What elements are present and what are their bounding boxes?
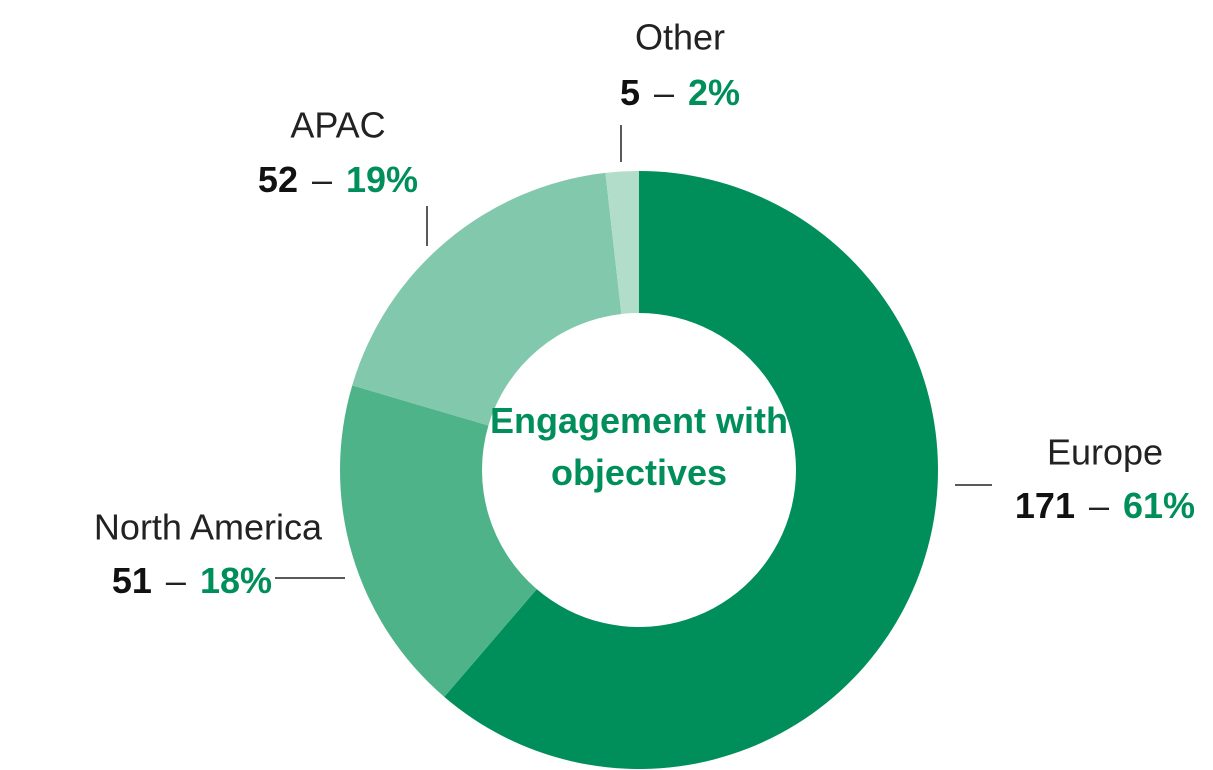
percentage: 18% [200,560,272,601]
category-label: North America [94,507,323,548]
value-label: 51–18% [112,560,272,601]
donut-segment [605,171,639,314]
category-label: Other [635,17,725,58]
center-label: Engagement with objectives [489,400,789,493]
percentage: 19% [346,159,418,200]
category-label: Europe [1047,432,1163,473]
category-label: APAC [290,105,385,146]
value-label: 52–19% [258,159,418,200]
donut-segment [352,172,622,426]
separator: – [312,159,332,200]
separator: – [166,560,186,601]
value-label: 5–2% [620,72,740,113]
percentage: 2% [688,72,740,113]
value-label: 171–61% [1015,485,1195,526]
separator: – [1089,485,1109,526]
value: 171 [1015,485,1075,526]
value: 5 [620,72,640,113]
percentage: 61% [1123,485,1195,526]
donut-segment [444,171,938,769]
donut-segment [340,385,537,697]
value: 52 [258,159,298,200]
separator: – [654,72,674,113]
value: 51 [112,560,152,601]
